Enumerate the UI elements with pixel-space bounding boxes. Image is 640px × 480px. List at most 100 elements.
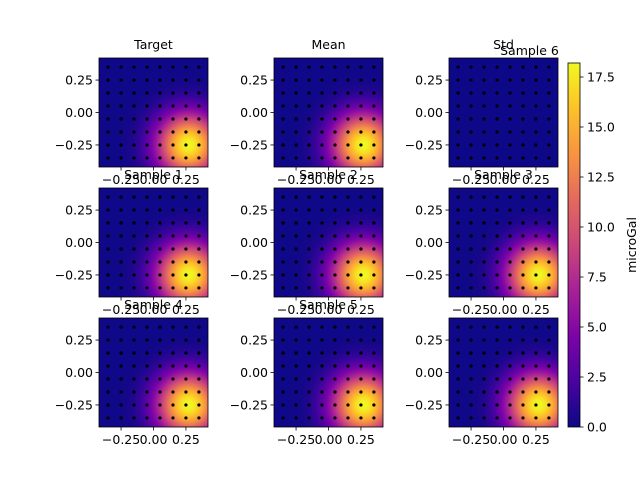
colorbar-label: microGal	[624, 217, 639, 273]
station-dot	[346, 338, 350, 342]
station-dot	[294, 351, 298, 355]
station-dot	[547, 234, 551, 238]
station-dot	[547, 260, 551, 264]
station-dot	[495, 78, 499, 82]
station-dot	[119, 208, 123, 212]
station-dot	[184, 377, 188, 381]
station-dot	[281, 208, 285, 212]
station-dot	[307, 260, 311, 264]
heatmap-image	[449, 188, 558, 297]
station-dot	[171, 377, 175, 381]
station-dot	[281, 130, 285, 134]
station-dot	[359, 338, 363, 342]
station-dot	[320, 286, 324, 290]
station-dot	[534, 403, 538, 407]
station-dot	[132, 260, 136, 264]
station-dot	[158, 260, 162, 264]
station-dot	[482, 234, 486, 238]
station-dot	[521, 221, 525, 225]
station-dot	[119, 91, 123, 95]
station-dot	[521, 377, 525, 381]
subplot-title: Sample 4	[124, 297, 183, 312]
station-dot	[197, 234, 201, 238]
station-dot	[359, 104, 363, 108]
station-dot	[508, 403, 512, 407]
station-dot	[456, 364, 460, 368]
station-dot	[482, 338, 486, 342]
station-dot	[508, 130, 512, 134]
station-dot	[359, 247, 363, 251]
station-dot	[106, 65, 110, 69]
station-dot	[469, 286, 473, 290]
station-dot	[346, 325, 350, 329]
x-tick-label: 0.25	[347, 432, 375, 447]
subplot: 0.250.00−0.25−0.25 0.00 0.25	[405, 317, 559, 447]
station-dot	[307, 286, 311, 290]
station-dot	[132, 104, 136, 108]
y-tick-label: 0.00	[415, 105, 443, 120]
station-dot	[106, 221, 110, 225]
station-dot	[359, 78, 363, 82]
station-dot	[119, 416, 123, 420]
y-tick-label: 0.00	[65, 365, 93, 380]
station-dot	[359, 273, 363, 277]
station-dot	[145, 403, 149, 407]
station-dot	[158, 78, 162, 82]
x-tick-label: 0.25	[347, 172, 375, 187]
station-dot	[534, 351, 538, 355]
station-dot	[359, 260, 363, 264]
x-tick-label: −0.25	[277, 302, 315, 317]
station-dot	[171, 156, 175, 160]
station-dot	[456, 65, 460, 69]
station-dot	[281, 273, 285, 277]
x-tick-label: 0.00	[490, 432, 518, 447]
subplot-title: Mean	[311, 37, 345, 52]
station-dot	[307, 221, 311, 225]
station-dot	[534, 156, 538, 160]
station-dot	[158, 338, 162, 342]
station-dot	[521, 91, 525, 95]
station-dot	[197, 364, 201, 368]
station-dot	[547, 91, 551, 95]
station-dot	[171, 65, 175, 69]
station-dot	[145, 195, 149, 199]
colorbar-tick-label: 7.5	[587, 270, 607, 285]
station-dot	[294, 416, 298, 420]
station-dot	[508, 338, 512, 342]
station-dot	[106, 325, 110, 329]
colorbar-gradient	[568, 63, 580, 427]
station-dot	[132, 78, 136, 82]
station-dot	[482, 78, 486, 82]
colorbar-tick-label: 15.0	[587, 120, 615, 135]
station-dot	[333, 325, 337, 329]
station-dot	[171, 273, 175, 277]
y-tick-label: 0.25	[240, 333, 268, 348]
station-dot	[184, 234, 188, 238]
station-dot	[307, 234, 311, 238]
station-dot	[158, 104, 162, 108]
station-dot	[171, 234, 175, 238]
station-dot	[281, 403, 285, 407]
station-dot	[132, 234, 136, 238]
y-tick-label: 0.00	[415, 365, 443, 380]
station-dot	[320, 377, 324, 381]
station-dot	[372, 260, 376, 264]
station-dot	[346, 364, 350, 368]
station-dot	[456, 377, 460, 381]
station-dot	[294, 364, 298, 368]
x-tick-label: 0.00	[490, 172, 518, 187]
station-dot	[456, 273, 460, 277]
heatmap-image	[99, 58, 208, 167]
station-dot	[132, 117, 136, 121]
station-dot	[158, 117, 162, 121]
station-dot	[320, 338, 324, 342]
station-dot	[508, 390, 512, 394]
station-dot	[359, 221, 363, 225]
station-dot	[145, 351, 149, 355]
station-dot	[119, 286, 123, 290]
heatmap-image	[99, 188, 208, 297]
station-dot	[547, 247, 551, 251]
station-dot	[119, 117, 123, 121]
station-dot	[469, 65, 473, 69]
